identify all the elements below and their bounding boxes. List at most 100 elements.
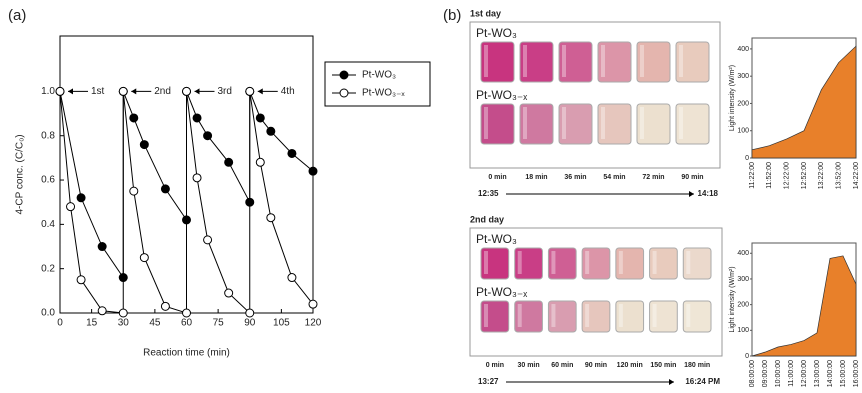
data-point bbox=[266, 213, 276, 223]
vial bbox=[636, 41, 671, 83]
vial bbox=[480, 103, 515, 145]
x-tick-label: 14:22:00 bbox=[853, 162, 860, 189]
arrow-head bbox=[257, 88, 263, 95]
x-tick-label: 12:52:00 bbox=[801, 162, 808, 189]
x-tick-label: 11:00:00 bbox=[788, 360, 795, 387]
vial-shine bbox=[484, 251, 488, 274]
x-tick-label: 90 bbox=[244, 318, 256, 329]
data-point bbox=[203, 131, 213, 141]
y-tick-label: 1.0 bbox=[41, 86, 55, 97]
data-point bbox=[203, 235, 213, 245]
panel-label: (a) bbox=[8, 7, 26, 24]
x-tick-label: 11:52:00 bbox=[766, 162, 773, 189]
vial-shine bbox=[523, 107, 527, 139]
legend-box bbox=[324, 61, 431, 107]
vial-shine bbox=[523, 45, 527, 77]
time-label: 0 min bbox=[488, 174, 506, 181]
time-label: 150 min bbox=[650, 362, 676, 369]
data-point bbox=[160, 301, 170, 311]
time-label: 54 min bbox=[603, 174, 625, 181]
legend-label: Pt-WO₃₋ₓ bbox=[362, 88, 405, 99]
row-label: Pt-WO₃₋ₓ bbox=[476, 88, 527, 102]
vial bbox=[514, 247, 543, 280]
area bbox=[751, 255, 857, 357]
x-tick-label: 13:22:00 bbox=[818, 162, 825, 189]
vial-shine bbox=[686, 304, 691, 327]
data-point bbox=[129, 186, 139, 196]
vial-shine bbox=[601, 107, 605, 139]
y-tick-label: 0.0 bbox=[41, 308, 55, 319]
vial-shine bbox=[686, 251, 691, 274]
vial bbox=[519, 41, 554, 83]
vial-shine bbox=[640, 107, 644, 139]
x-tick-label: 15:00:00 bbox=[840, 360, 847, 387]
vial-shine bbox=[640, 45, 644, 77]
data-point bbox=[308, 299, 318, 309]
data-point bbox=[182, 308, 191, 318]
vial bbox=[649, 300, 678, 333]
annotation: 2nd bbox=[154, 86, 171, 97]
vial bbox=[649, 247, 678, 280]
y-tick-label: 0 bbox=[745, 155, 749, 162]
vial bbox=[547, 300, 577, 333]
start-time: 13:27 bbox=[478, 377, 499, 386]
vial bbox=[480, 247, 510, 280]
data-point bbox=[245, 308, 255, 318]
vial-shine bbox=[679, 107, 683, 139]
y-tick-label: 300 bbox=[737, 276, 749, 283]
y-axis-label: 4-CP conc. (C/C₀) bbox=[15, 134, 26, 214]
x-tick-label: 15 bbox=[86, 318, 98, 329]
time-label: 90 min bbox=[585, 362, 607, 369]
start-time: 12:35 bbox=[478, 189, 499, 198]
x-tick-label: 09:00:00 bbox=[762, 360, 769, 387]
data-point bbox=[97, 306, 107, 316]
vial bbox=[597, 41, 632, 83]
arrow-head bbox=[669, 379, 674, 385]
legend-marker bbox=[339, 70, 349, 80]
data-point bbox=[287, 273, 297, 283]
vial bbox=[480, 300, 510, 333]
x-tick-label: 12:00:00 bbox=[801, 360, 808, 387]
data-point bbox=[139, 140, 149, 150]
vial bbox=[558, 103, 593, 145]
x-tick-label: 10:00:00 bbox=[775, 360, 782, 387]
vial bbox=[514, 300, 543, 333]
y-tick-label: 400 bbox=[737, 250, 749, 257]
time-label: 0 min bbox=[486, 362, 504, 369]
vial bbox=[597, 103, 632, 145]
legend-label: Pt-WO₃ bbox=[362, 70, 396, 81]
data-point bbox=[76, 193, 86, 203]
x-tick-label: 105 bbox=[273, 318, 290, 329]
vial-shine bbox=[652, 251, 657, 274]
vial bbox=[682, 300, 712, 333]
annotation: 4th bbox=[281, 86, 295, 97]
data-point bbox=[55, 86, 65, 96]
time-label: 36 min bbox=[564, 174, 586, 181]
row-label: Pt-WO₃ bbox=[476, 232, 517, 246]
series-line bbox=[59, 91, 314, 315]
time-label: 60 min bbox=[551, 362, 573, 369]
data-point bbox=[160, 184, 170, 194]
x-axis-label: Reaction time (min) bbox=[143, 348, 230, 359]
x-tick-label: 75 bbox=[213, 318, 225, 329]
vial-shine bbox=[484, 304, 488, 327]
time-label: 120 min bbox=[617, 362, 643, 369]
time-label: 72 min bbox=[642, 174, 664, 181]
day-title: 2nd day bbox=[470, 214, 504, 224]
vial bbox=[480, 41, 515, 83]
area bbox=[751, 45, 857, 159]
area-chart: 0 100 200 300 400 11:22:00 11:52:00 12:22:00 12:… bbox=[729, 37, 860, 189]
data-point bbox=[76, 275, 86, 285]
time-label: 180 min bbox=[684, 362, 710, 369]
panel-label: (b) bbox=[443, 7, 461, 24]
x-tick-label: 13:00:00 bbox=[814, 360, 821, 387]
x-tick-label: 60 bbox=[181, 318, 193, 329]
data-point bbox=[308, 166, 318, 176]
y-axis-label: Light intensity (W/m²) bbox=[729, 266, 736, 332]
x-tick-label: 08:00:00 bbox=[749, 360, 756, 387]
vial-shine bbox=[618, 304, 623, 327]
vial-shine bbox=[484, 107, 488, 139]
y-tick-label: 0.6 bbox=[41, 175, 55, 186]
y-tick-label: 0 bbox=[745, 353, 749, 360]
